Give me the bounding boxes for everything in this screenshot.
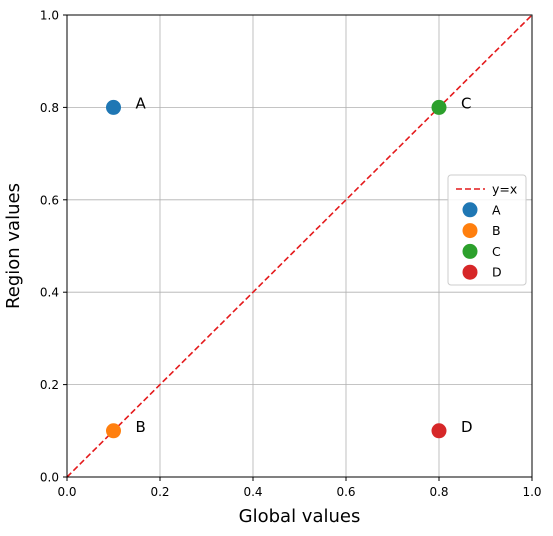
point-label-a: A bbox=[136, 94, 147, 112]
scatter-point-b bbox=[106, 423, 121, 439]
x-axis-title: Global values bbox=[239, 506, 361, 527]
scatter-point-d bbox=[431, 423, 447, 439]
point-label-b: B bbox=[136, 418, 146, 436]
point-label-c: C bbox=[461, 94, 471, 112]
y-tick-label: 0.0 bbox=[40, 471, 59, 485]
scatter-points-layer bbox=[106, 99, 447, 439]
x-tick-label: 1.0 bbox=[522, 485, 541, 499]
scatter-point-c bbox=[431, 99, 447, 115]
point-labels-layer: A B C D bbox=[136, 94, 473, 435]
legend-label-c: C bbox=[492, 244, 501, 259]
x-tick-label: 0.8 bbox=[429, 485, 448, 499]
y-tick-label: 0.2 bbox=[40, 378, 59, 392]
legend-swatch-a bbox=[462, 202, 478, 218]
y-axis-title: Region values bbox=[3, 183, 24, 309]
reference-line-layer bbox=[66, 14, 533, 478]
x-tick-label: 0.6 bbox=[336, 485, 355, 499]
x-tick-label: 0.0 bbox=[57, 485, 76, 499]
legend-swatch-d bbox=[462, 264, 478, 280]
plot-frame bbox=[66, 14, 533, 478]
legend-label-reference-line: y=x bbox=[492, 182, 517, 197]
scatter-point-a bbox=[106, 99, 121, 115]
y-tick-label: 0.8 bbox=[40, 101, 59, 115]
reference-line bbox=[66, 14, 533, 478]
legend-label-b: B bbox=[492, 223, 501, 238]
legend-label-d: D bbox=[492, 265, 502, 280]
y-tick-label: 1.0 bbox=[40, 9, 59, 23]
legend-label-a: A bbox=[492, 202, 501, 217]
x-tick-label: 0.4 bbox=[243, 485, 262, 499]
x-tick-label: 0.2 bbox=[150, 485, 169, 499]
point-label-d: D bbox=[461, 418, 473, 436]
y-tick-label: 0.4 bbox=[40, 286, 59, 300]
legend-swatch-b bbox=[462, 223, 478, 239]
legend-swatch-c bbox=[462, 243, 478, 259]
y-tick-label: 0.6 bbox=[40, 193, 59, 207]
axis-ticks: 0.0 0.2 0.4 0.6 0.8 1.0 0.0 0.2 0.4 0.6 0.8 1.0 bbox=[40, 9, 542, 500]
